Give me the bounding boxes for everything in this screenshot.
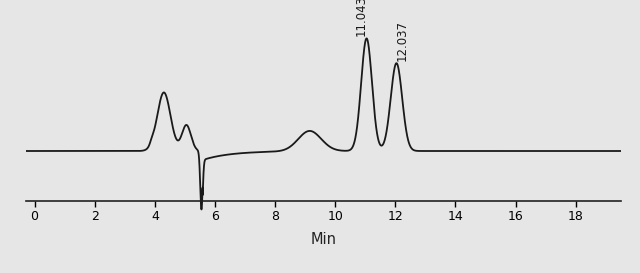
- X-axis label: Min: Min: [310, 232, 336, 247]
- Text: 11.043: 11.043: [355, 0, 367, 36]
- Text: 12.037: 12.037: [396, 20, 408, 61]
